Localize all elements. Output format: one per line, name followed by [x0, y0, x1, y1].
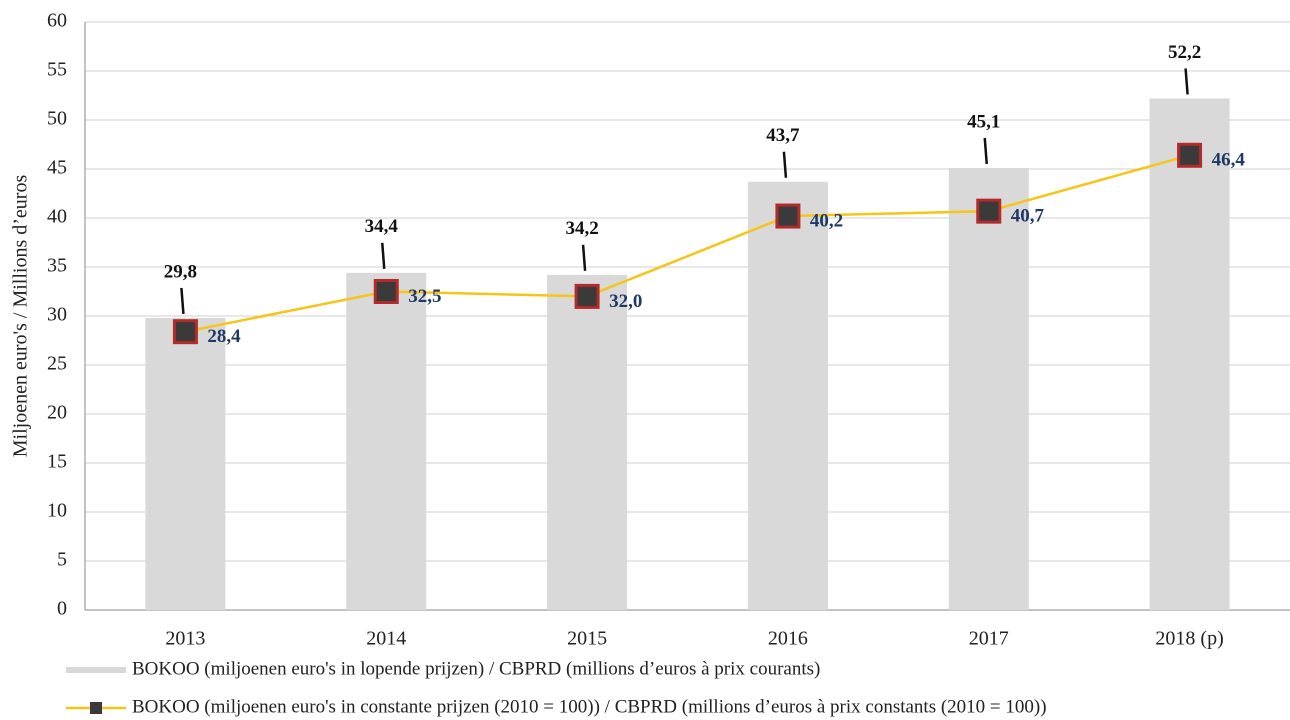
x-tick-label: 2013 — [165, 628, 205, 650]
y-tick-label: 60 — [47, 10, 67, 32]
legend-swatch — [90, 702, 102, 714]
leader-line — [782, 151, 788, 178]
marker — [574, 283, 600, 309]
leader-line — [983, 137, 988, 165]
legend-label: BOKOO (miljoenen euro's in lopende prijz… — [132, 658, 820, 679]
line-value-label: 46,4 — [1212, 150, 1246, 171]
x-tick-label: 2017 — [969, 628, 1009, 650]
bar — [1149, 98, 1230, 610]
leader-line — [180, 287, 185, 315]
bar — [747, 181, 828, 611]
bar-value-label: 34,2 — [565, 218, 598, 239]
line-value-label: 32,0 — [609, 291, 642, 312]
leader-line — [1184, 68, 1189, 95]
leader-line — [381, 242, 386, 269]
bar — [346, 272, 427, 610]
y-tick-label: 5 — [57, 549, 67, 571]
x-tick-label: 2018 (p) — [1155, 628, 1223, 650]
leader-line — [581, 244, 587, 271]
y-tick-label: 35 — [47, 255, 67, 277]
x-tick-label: 2015 — [567, 628, 607, 650]
bar-value-label: 29,8 — [164, 261, 197, 282]
bar — [145, 317, 226, 610]
y-tick-label: 40 — [47, 206, 67, 228]
marker — [775, 203, 801, 229]
y-axis-label: Miljoenen euro's / Millions d’euros — [10, 175, 32, 458]
bar-value-label: 34,4 — [365, 216, 399, 237]
y-tick-label: 10 — [47, 500, 67, 522]
y-tick-label: 15 — [47, 451, 67, 473]
marker — [172, 319, 198, 345]
legend-swatch — [66, 667, 126, 673]
y-tick-label: 0 — [57, 598, 67, 620]
bar — [948, 168, 1029, 610]
y-tick-label: 50 — [47, 108, 67, 130]
marker — [976, 198, 1002, 224]
y-tick-label: 20 — [47, 402, 67, 424]
bar-value-label: 43,7 — [766, 125, 800, 146]
marker — [373, 279, 399, 304]
legend-label: BOKOO (miljoenen euro's in constante pri… — [132, 696, 1047, 717]
x-tick-label: 2014 — [366, 628, 406, 650]
y-tick-label: 45 — [47, 157, 67, 179]
x-tick-label: 2016 — [768, 628, 808, 650]
bar-value-label: 52,2 — [1168, 42, 1201, 63]
marker — [1177, 142, 1203, 168]
bar-value-label: 45,1 — [967, 111, 1000, 132]
line-value-label: 40,2 — [810, 210, 843, 231]
y-tick-label: 25 — [47, 353, 67, 375]
bar — [547, 274, 628, 610]
y-tick-label: 55 — [47, 59, 67, 81]
line-value-label: 28,4 — [207, 326, 241, 347]
y-tick-label: 30 — [47, 304, 67, 326]
line-value-label: 40,7 — [1011, 205, 1045, 226]
line — [185, 154, 1190, 333]
line-value-label: 32,5 — [408, 286, 441, 307]
